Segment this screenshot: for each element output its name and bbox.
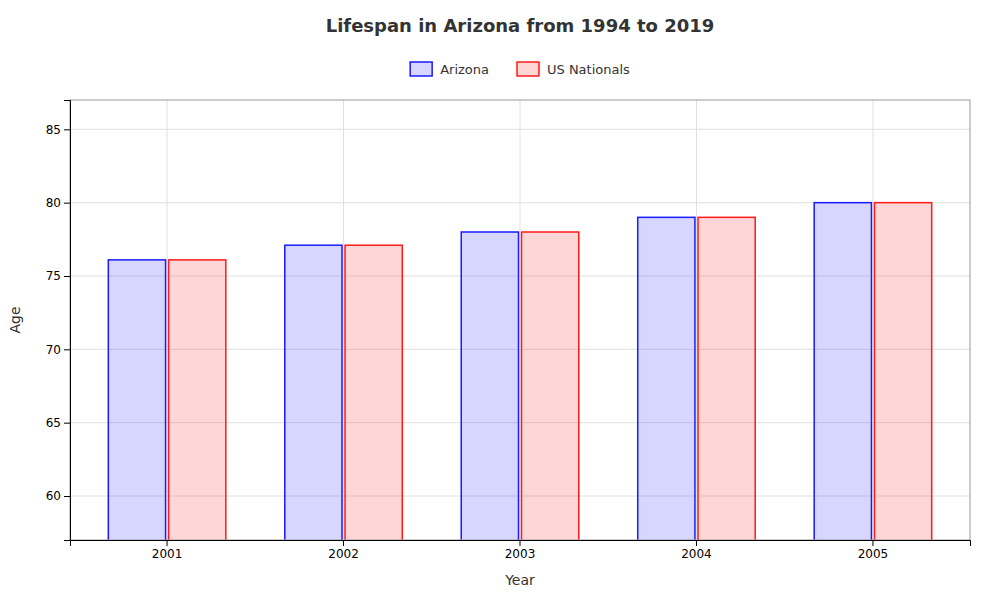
tick: 80: [46, 196, 70, 210]
tick-label: 2003: [505, 547, 536, 561]
grid-line: [520, 100, 521, 540]
legend-item: Arizona: [410, 62, 489, 77]
legend: Arizona US Nationals: [410, 62, 630, 77]
tick-label: 70: [46, 343, 61, 357]
tick-mark: [696, 540, 697, 546]
tick-label: 2005: [858, 547, 889, 561]
tick-label: 65: [46, 416, 61, 430]
tick-label: 80: [46, 196, 61, 210]
x-axis-title: Year: [504, 572, 535, 588]
grid-line: [343, 100, 344, 540]
tick: 75: [46, 269, 70, 283]
bar: [461, 232, 518, 540]
tick-mark: [167, 540, 168, 546]
bar: [814, 203, 871, 540]
legend-label: US Nationals: [547, 62, 630, 77]
bars: [108, 203, 931, 540]
grid-line: [872, 100, 873, 540]
axis-line: [64, 101, 71, 541]
tick-label: 2001: [152, 547, 183, 561]
tick-mark: [64, 129, 70, 130]
grid-line: [167, 100, 168, 540]
axis-line: [71, 541, 971, 547]
tick-mark: [64, 423, 70, 424]
bar: [285, 245, 342, 540]
y-axis-title: Age: [7, 306, 23, 333]
tick-label: 2002: [328, 547, 359, 561]
tick-mark: [64, 349, 70, 350]
chart: 60 65 70 75 80 85 2001 2002 2003 2004 2005 Year Age L…: [0, 0, 1000, 600]
grid-line: [696, 100, 697, 540]
legend-swatch: [410, 62, 432, 76]
tick: 2001: [152, 540, 183, 561]
tick-mark: [64, 496, 70, 497]
tick-mark: [64, 276, 70, 277]
tick: 2004: [681, 540, 712, 561]
legend-item: US Nationals: [517, 62, 630, 77]
bar: [169, 260, 226, 540]
tick-label: 2004: [681, 547, 712, 561]
bar: [345, 245, 402, 540]
tick-mark: [520, 540, 521, 546]
tick: 60: [46, 489, 70, 503]
tick: 70: [46, 343, 70, 357]
tick-mark: [64, 203, 70, 204]
title: Lifespan in Arizona from 1994 to 2019: [326, 15, 715, 36]
tick: 85: [46, 123, 70, 137]
tick: 2003: [505, 540, 536, 561]
bar: [698, 217, 755, 540]
legend-swatch: [517, 62, 539, 76]
tick-mark: [872, 540, 873, 546]
tick-label: 75: [46, 269, 61, 283]
tick-mark: [343, 540, 344, 546]
y-axis: 60 65 70 75 80 85: [46, 101, 71, 541]
tick: 2005: [858, 540, 889, 561]
series: [169, 203, 932, 540]
bar: [874, 203, 931, 540]
plot-frame: [70, 100, 970, 540]
bar: [638, 217, 695, 540]
plot: 60 65 70 75 80 85 2001 2002 2003 2004 2005: [46, 100, 971, 600]
x-axis: 2001 2002 2003 2004 2005: [71, 540, 971, 561]
tick-label: 85: [46, 123, 61, 137]
tick-label: 60: [46, 489, 61, 503]
tick: 65: [46, 416, 70, 430]
legend-label: Arizona: [440, 62, 489, 77]
bar: [108, 260, 165, 540]
tick: 2002: [328, 540, 359, 561]
series: [108, 203, 871, 540]
bar: [522, 232, 579, 540]
